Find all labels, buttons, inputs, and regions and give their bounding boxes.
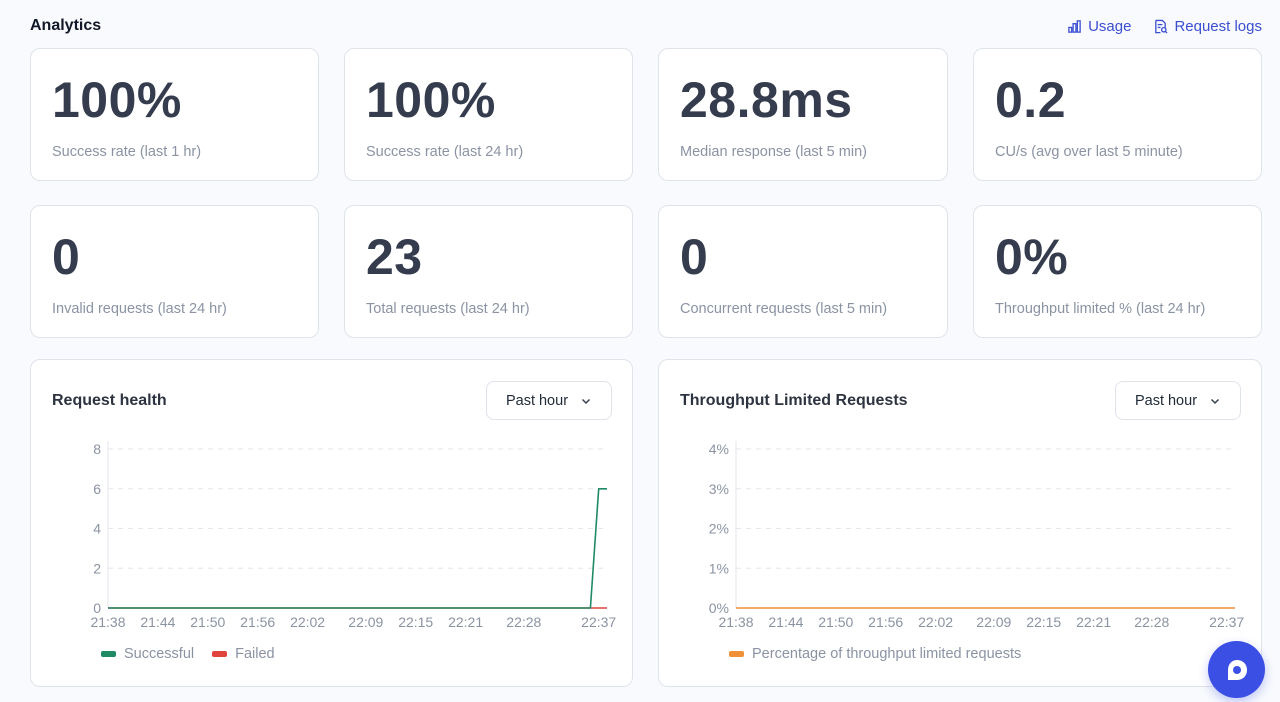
dropdown-value: Past hour xyxy=(505,392,569,409)
x-tick-label: 22:21 xyxy=(448,614,483,630)
chart-legend: Percentage of throughput limited request… xyxy=(729,646,1021,662)
y-tick-label: 2% xyxy=(709,521,729,537)
y-tick-label: 2 xyxy=(93,560,101,576)
x-tick-label: 22:28 xyxy=(1134,614,1169,630)
stat-card-concurrent-requests: 0 Concurrent requests (last 5 min) xyxy=(658,205,948,338)
throughput-chart: 0% 1% 2% 3% 4% 21:38 21:44 21:50 21:56 22:02 22:09… xyxy=(709,441,1244,630)
y-tick-label: 4 xyxy=(93,521,101,537)
stat-card-success-rate-24hr: 100% Success rate (last 24 hr) xyxy=(344,48,633,181)
request-logs-label: Request logs xyxy=(1174,17,1262,35)
stat-card-invalid-requests: 0 Invalid requests (last 24 hr) xyxy=(30,205,319,338)
x-tick-label: 21:38 xyxy=(90,614,125,630)
legend-swatch xyxy=(212,651,228,657)
stat-value: 0% xyxy=(995,229,1069,285)
y-tick-label: 0% xyxy=(709,600,729,616)
x-tick-label: 21:56 xyxy=(240,614,275,630)
stat-label: Throughput limited % (last 24 hr) xyxy=(995,301,1206,317)
x-tick-label: 22:02 xyxy=(918,614,953,630)
chevron-down-icon xyxy=(1211,398,1220,404)
y-tick-label: 8 xyxy=(93,441,101,457)
stat-label: Success rate (last 24 hr) xyxy=(366,144,524,160)
chart-legend: Successful Failed xyxy=(101,646,275,662)
page-title: Analytics xyxy=(30,17,102,34)
x-tick-label: 21:50 xyxy=(818,614,853,630)
y-tick-label: 0 xyxy=(93,600,101,616)
x-tick-label: 22:15 xyxy=(398,614,433,630)
stat-value: 28.8ms xyxy=(680,72,853,128)
time-range-dropdown[interactable]: Past hour xyxy=(486,381,612,420)
x-tick-label: 22:02 xyxy=(290,614,325,630)
stat-value: 0.2 xyxy=(995,72,1067,128)
x-tick-label: 22:21 xyxy=(1076,614,1111,630)
dropdown-value: Past hour xyxy=(1134,392,1198,409)
request-health-panel: Request health Past hour 0 2 4 6 8 21:38 21:44… xyxy=(30,359,633,687)
x-tick-label: 21:38 xyxy=(718,614,753,630)
panel-title: Throughput Limited Requests xyxy=(680,392,908,409)
legend-label: Percentage of throughput limited request… xyxy=(752,646,1022,662)
x-tick-label: 21:44 xyxy=(768,614,803,630)
y-tick-label: 4% xyxy=(709,441,729,457)
bar-chart-icon xyxy=(1068,19,1081,33)
time-range-dropdown[interactable]: Past hour xyxy=(1115,381,1241,420)
stat-value: 0 xyxy=(52,229,81,285)
stat-label: Success rate (last 1 hr) xyxy=(52,144,202,160)
request-logs-link[interactable]: Request logs xyxy=(1153,18,1262,35)
stat-card-total-requests: 23 Total requests (last 24 hr) xyxy=(344,205,633,338)
x-tick-label: 22:09 xyxy=(348,614,383,630)
y-tick-label: 1% xyxy=(709,560,729,576)
stat-label: Concurrent requests (last 5 min) xyxy=(680,301,888,317)
legend-item-failed[interactable]: Failed xyxy=(212,646,275,662)
y-tick-label: 3% xyxy=(709,481,729,497)
usage-link[interactable]: Usage xyxy=(1067,18,1131,35)
chevron-down-icon xyxy=(582,398,591,404)
header: Analytics Usage Request logs xyxy=(30,14,1262,38)
document-search-icon xyxy=(1155,19,1168,34)
x-tick-label: 22:09 xyxy=(976,614,1011,630)
stat-value: 100% xyxy=(52,72,182,128)
x-tick-label: 22:37 xyxy=(1209,614,1244,630)
legend-swatch xyxy=(729,651,744,657)
usage-label: Usage xyxy=(1088,17,1132,35)
stat-value: 100% xyxy=(366,72,496,128)
request-health-chart: 0 2 4 6 8 21:38 21:44 21:50 21:56 22:02 22:09 22:15… xyxy=(90,441,616,630)
legend-swatch xyxy=(101,651,116,657)
panel-title: Request health xyxy=(52,392,167,409)
series-line xyxy=(108,488,607,609)
stat-value: 0 xyxy=(680,229,709,285)
x-tick-label: 22:15 xyxy=(1026,614,1061,630)
stat-value: 23 xyxy=(366,229,423,285)
stat-card-cu-per-second: 0.2 CU/s (avg over last 5 minute) xyxy=(973,48,1262,181)
x-tick-label: 21:44 xyxy=(140,614,175,630)
legend-item-successful[interactable]: Successful xyxy=(101,646,194,662)
stat-label: CU/s (avg over last 5 minute) xyxy=(995,144,1183,160)
stat-card-median-response: 28.8ms Median response (last 5 min) xyxy=(658,48,948,181)
x-tick-label: 21:50 xyxy=(190,614,225,630)
stat-label: Median response (last 5 min) xyxy=(680,144,867,160)
y-tick-label: 6 xyxy=(93,481,101,497)
legend-item-throughput-limited[interactable]: Percentage of throughput limited request… xyxy=(729,646,1021,662)
x-tick-label: 21:56 xyxy=(868,614,903,630)
chat-bubble-icon xyxy=(1227,659,1247,680)
stat-label: Invalid requests (last 24 hr) xyxy=(52,301,227,317)
stat-card-throughput-limited: 0% Throughput limited % (last 24 hr) xyxy=(973,205,1262,338)
legend-label: Successful xyxy=(124,646,195,662)
legend-label: Failed xyxy=(235,646,275,662)
stat-label: Total requests (last 24 hr) xyxy=(366,301,530,317)
x-tick-label: 22:28 xyxy=(506,614,541,630)
throughput-panel: Throughput Limited Requests Past hour 0%… xyxy=(658,359,1262,687)
header-links: Usage Request logs xyxy=(1067,18,1262,35)
chat-fab-button[interactable] xyxy=(1208,641,1265,698)
stat-card-success-rate-1hr: 100% Success rate (last 1 hr) xyxy=(30,48,319,181)
x-tick-label: 22:37 xyxy=(581,614,616,630)
